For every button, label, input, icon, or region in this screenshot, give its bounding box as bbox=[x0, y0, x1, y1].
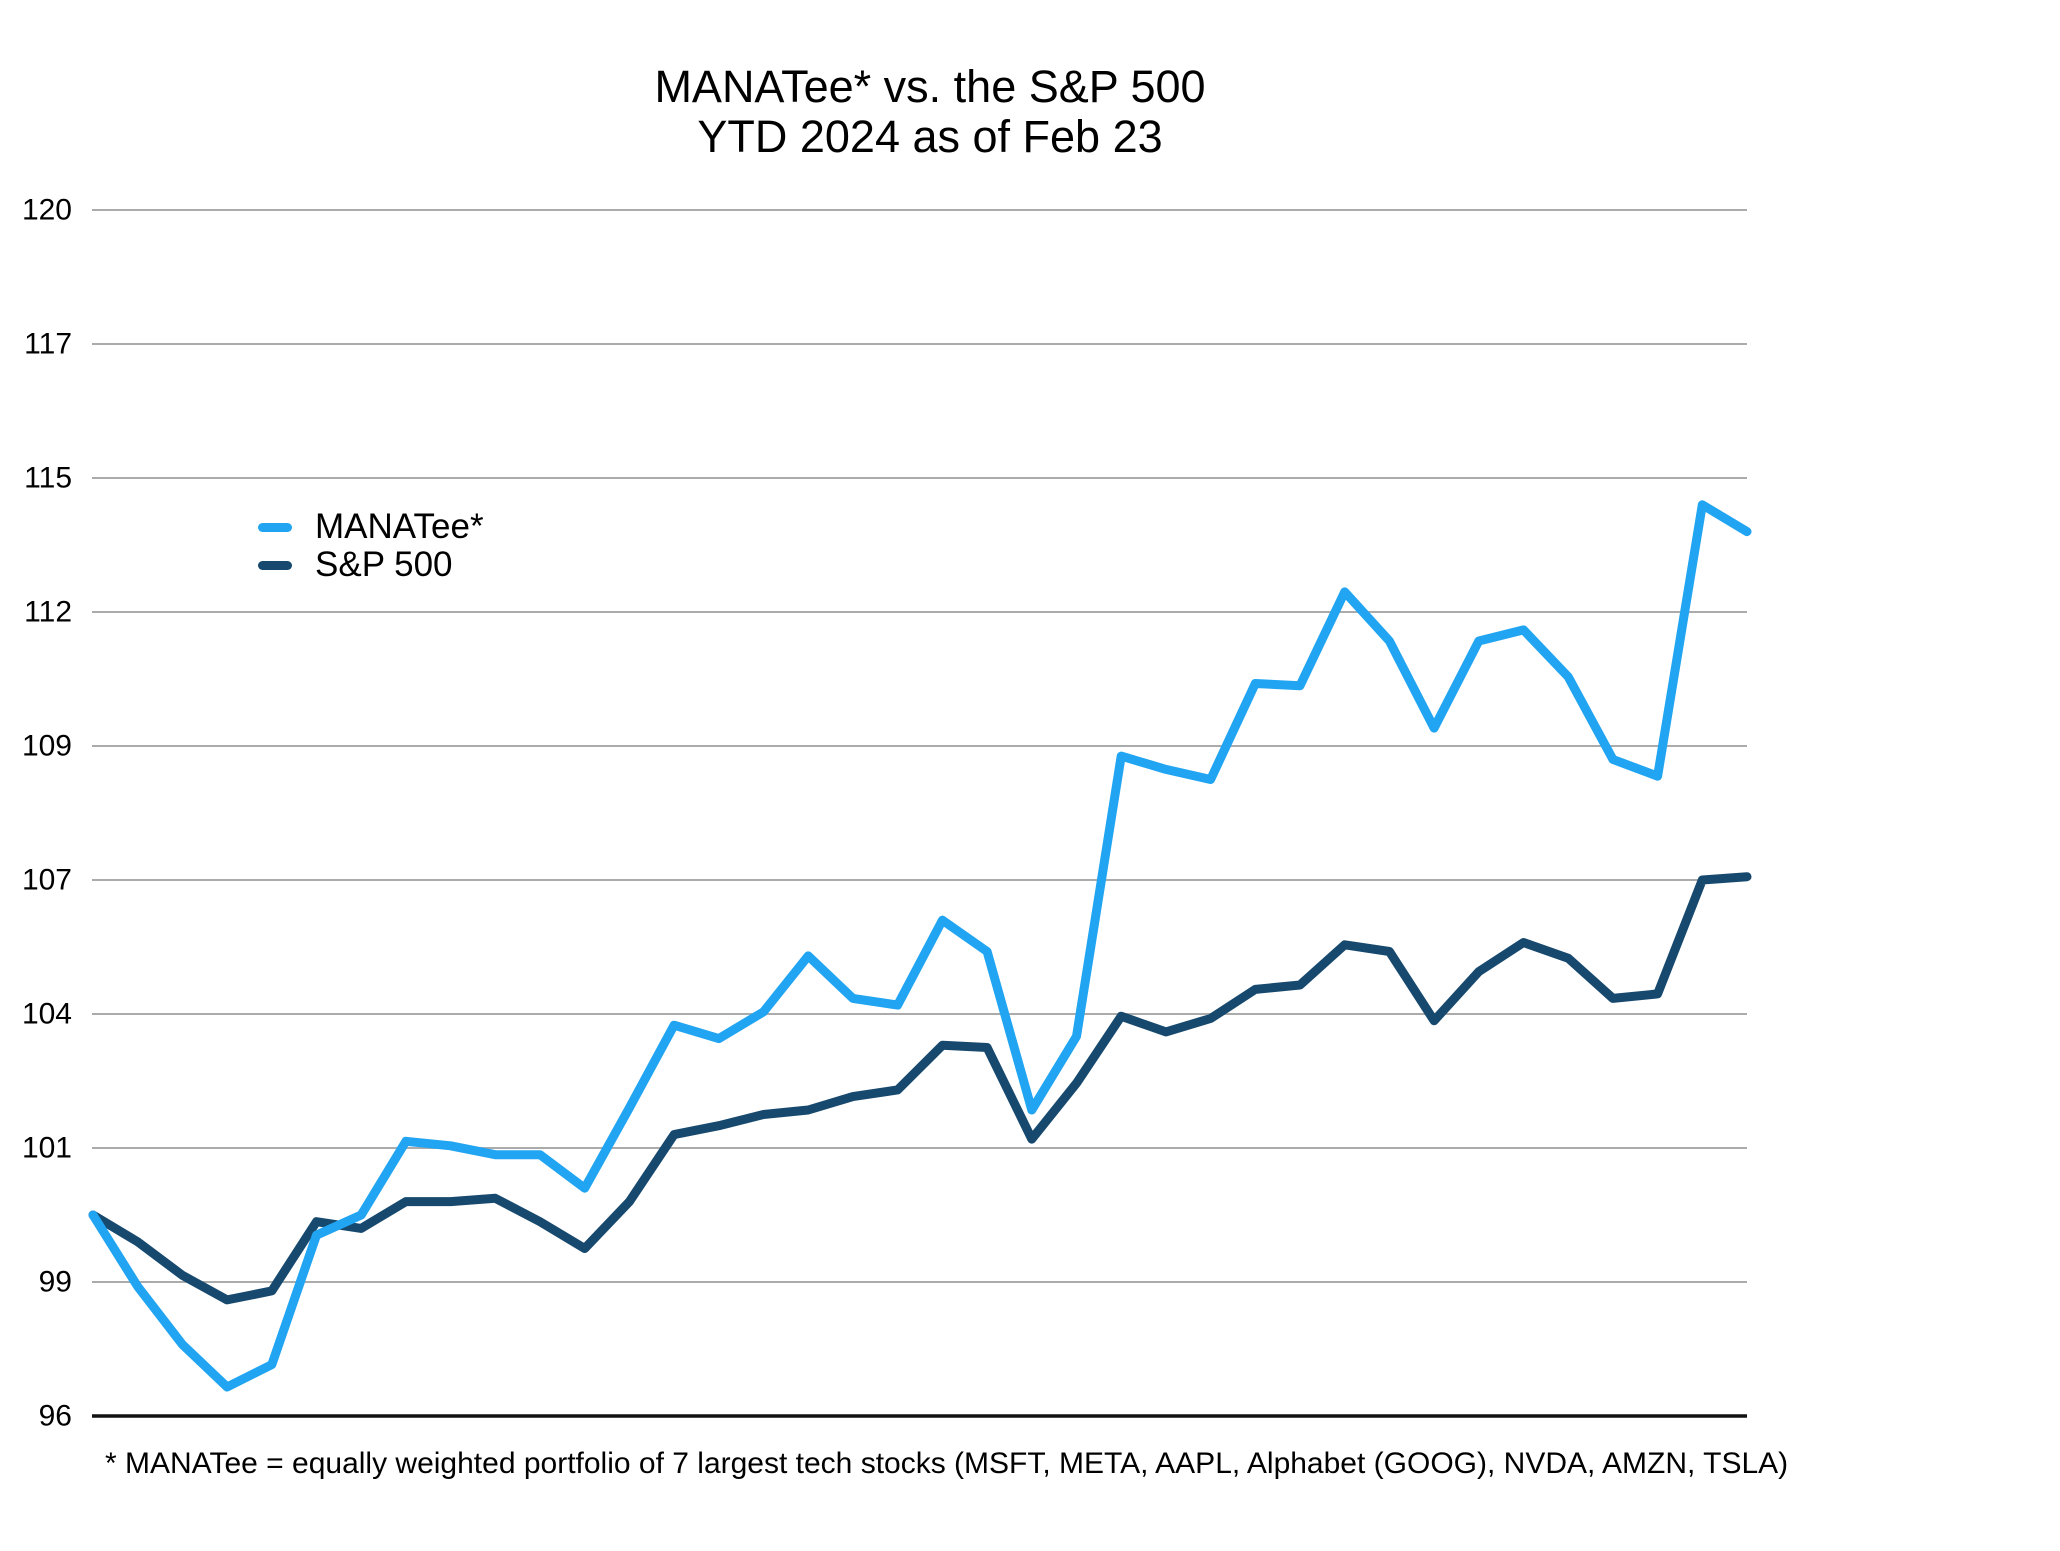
y-tick-label: 99 bbox=[39, 1266, 72, 1299]
y-tick-label: 104 bbox=[22, 998, 72, 1031]
y-tick-label: 109 bbox=[22, 730, 72, 763]
y-tick-label: 115 bbox=[24, 462, 72, 495]
series-lines bbox=[88, 500, 1752, 1392]
y-tick-label: 96 bbox=[39, 1400, 72, 1433]
legend-label-sp500: S&P 500 bbox=[315, 545, 453, 584]
chart-title-block: MANATee* vs. the S&P 500 YTD 2024 as of … bbox=[0, 62, 1860, 162]
footnote: * MANATee = equally weighted portfolio o… bbox=[105, 1447, 1789, 1480]
legend: MANATee* S&P 500 bbox=[258, 508, 484, 584]
legend-item-manatee: MANATee* bbox=[258, 508, 484, 546]
y-tick-label: 101 bbox=[22, 1132, 72, 1165]
chart-title: MANATee* vs. the S&P 500 bbox=[654, 61, 1206, 112]
legend-label-manatee: MANATee* bbox=[315, 507, 484, 546]
chart-subtitle: YTD 2024 as of Feb 23 bbox=[697, 111, 1163, 162]
y-tick-label: 120 bbox=[22, 194, 72, 227]
sp500-line-swatch bbox=[258, 560, 292, 570]
legend-item-sp500: S&P 500 bbox=[258, 546, 484, 584]
gridlines bbox=[92, 209, 1747, 1418]
manatee-line-swatch bbox=[258, 522, 292, 532]
sp500-line bbox=[88, 872, 1752, 1305]
y-tick-label: 107 bbox=[22, 864, 72, 897]
y-tick-label: 117 bbox=[24, 328, 72, 361]
y-tick-label: 112 bbox=[24, 596, 72, 629]
y-axis-tick-labels: 120 117 115 112 109 107 104 101 99 96 bbox=[22, 194, 72, 1433]
manatee-line bbox=[88, 500, 1752, 1392]
